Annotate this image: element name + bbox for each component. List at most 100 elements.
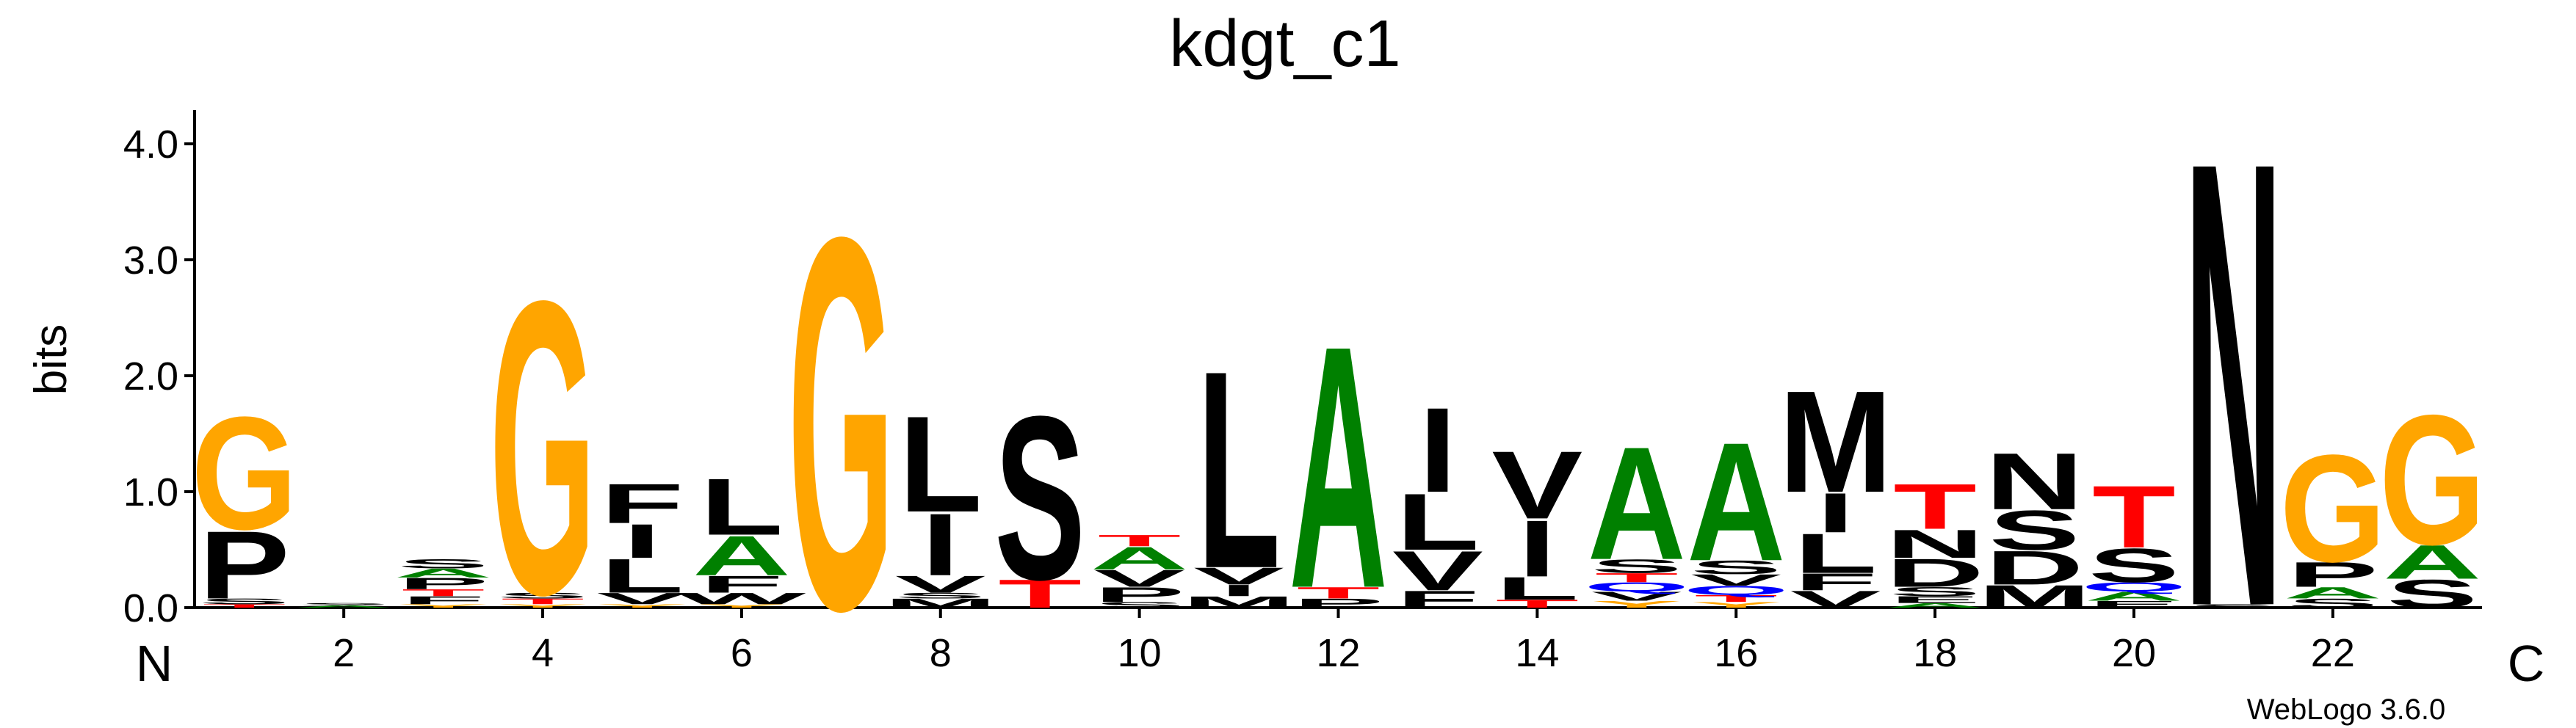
- logo-letter-a: A: [1588, 414, 1686, 594]
- logo-letter-e: E: [2088, 599, 2179, 610]
- logo-letter-a: A: [2085, 589, 2183, 604]
- x-tick-label: 16: [1714, 631, 1758, 675]
- logo-letter-p: P: [1293, 596, 1384, 611]
- logo-letter-a: A: [1687, 408, 1785, 597]
- logo-letter-i: I: [922, 495, 960, 594]
- logo-letter-p: P: [199, 512, 290, 619]
- logo-letter-s: S: [2387, 572, 2478, 616]
- logo-letter-s: S: [398, 556, 489, 571]
- logo-letter-g: G: [2280, 423, 2386, 594]
- logo-letter-g: G: [2379, 376, 2485, 583]
- logo-letter-s: S: [1591, 556, 1682, 577]
- x-tick-label: 22: [2311, 631, 2355, 675]
- logo-letter-y: Y: [1591, 599, 1682, 610]
- logo-letter-t: T: [998, 572, 1081, 616]
- logo-letter-v: V: [1491, 432, 1582, 539]
- logo-letter-v: V: [1591, 589, 1682, 604]
- logo-letter-q: Q: [1584, 580, 1690, 594]
- logo-letter-s: S: [2287, 596, 2378, 611]
- logo-letter-a: A: [1289, 273, 1387, 660]
- logo-letter-l: L: [700, 462, 783, 552]
- logo-letter-t: T: [1893, 470, 1976, 542]
- logo-letter-v: V: [1392, 539, 1483, 603]
- logo-letter-t: T: [501, 597, 584, 605]
- logo-letter-a: A: [2284, 584, 2382, 603]
- logo-letter-a: A: [294, 605, 393, 608]
- logo-letter-s: S: [2188, 603, 2279, 608]
- x-tick-label: 14: [1515, 631, 1559, 675]
- logo-letter-s: S: [994, 368, 1085, 628]
- logo-letter-v: V: [597, 590, 688, 608]
- logo-letter-y: Y: [497, 603, 588, 608]
- logo-letter-l: L: [601, 549, 684, 603]
- logo-letter-i: I: [1817, 481, 1855, 545]
- logo-letter-s: S: [199, 597, 290, 605]
- logo-letter-d: D: [1985, 541, 2083, 595]
- logo-letter-t: T: [1595, 570, 1678, 585]
- credit-label: WebLogo 3.6.0: [2247, 694, 2446, 726]
- logo-letter-p: P: [1094, 583, 1185, 607]
- logo-letter-i: I: [1519, 504, 1557, 594]
- logo-letter-s: S: [497, 591, 588, 600]
- logo-letter-t: T: [1695, 593, 1778, 604]
- logo-letter-v: V: [895, 571, 986, 598]
- logo-letter-e: E: [1889, 594, 1980, 605]
- logo-letter-g: G: [191, 384, 297, 564]
- x-tick-label: 12: [1316, 631, 1360, 675]
- logo-letter-m: M: [1779, 360, 1892, 523]
- logo-letter-g: G: [788, 127, 894, 721]
- y-tick-label: 4.0: [123, 123, 178, 167]
- logo-letter-i: I: [623, 514, 662, 569]
- logo-letter-m: M: [883, 596, 997, 611]
- x-tick-label: 20: [2112, 631, 2156, 675]
- logo-letter-s: S: [1989, 499, 2080, 562]
- x-tick-label: 2: [333, 631, 355, 675]
- logo-letter-s: S: [895, 591, 986, 600]
- y-tick-label: 3.0: [123, 239, 178, 283]
- logo-letter-p: P: [2287, 555, 2378, 594]
- x-tick-label: 8: [930, 631, 952, 675]
- logo-letter-s: S: [2088, 539, 2179, 593]
- logo-letter-v: V: [1790, 586, 1881, 613]
- logo-letter-t: T: [1098, 532, 1181, 550]
- logo-letter-l: L: [1197, 312, 1280, 627]
- logo-letter-p: P: [398, 575, 489, 593]
- logo-letter-a: A: [692, 525, 791, 588]
- logo-letter-m: M: [1182, 593, 1296, 611]
- logo-letter-g: G: [490, 214, 596, 681]
- logo-letter-v: V: [1094, 565, 1185, 592]
- logo-letter-a: A: [1090, 540, 1189, 576]
- logo-letter-a: A: [1886, 602, 1984, 609]
- logo-letter-n: N: [1985, 437, 2083, 526]
- x-tick-label: 10: [1118, 631, 1162, 675]
- y-axis: 0.0 1.0 2.0 3.0 4.0: [123, 110, 196, 630]
- logo-letter-v: V: [1690, 571, 1781, 589]
- logo-letter-a: A: [2383, 535, 2481, 589]
- x-axis: 2 4 6 8 10 12 14 16 18 20 22: [195, 606, 2482, 675]
- logo-letter-s: S: [1889, 584, 1980, 599]
- logo-letter-t: T: [203, 603, 286, 608]
- logo-letter-f: F: [402, 594, 485, 606]
- x-tick-label: 18: [1913, 631, 1957, 675]
- n-terminus-label: N: [136, 635, 173, 692]
- logo-letter-f: F: [601, 472, 684, 535]
- logo-letter-m: M: [1978, 578, 2091, 614]
- y-tick-label: 2.0: [123, 354, 178, 398]
- logo-letter-f: F: [1794, 569, 1877, 596]
- y-tick-label: 1.0: [123, 470, 178, 514]
- logo-letter-a: A: [394, 566, 493, 580]
- logo-letter-w: W: [677, 590, 806, 608]
- y-axis-label: bits: [26, 324, 76, 395]
- logo-letter-y: Y: [398, 603, 489, 608]
- x-tick-label: 6: [731, 631, 753, 675]
- logo-letter-n: N: [1886, 522, 1984, 567]
- logo-letter-q: Q: [1683, 583, 1789, 598]
- logo-letter-t: T: [1496, 597, 1579, 610]
- logo-letter-s: S: [1094, 600, 1185, 609]
- chart-title: kdgt_c1: [1169, 7, 1400, 81]
- logo-letter-l: L: [1794, 522, 1877, 585]
- logo-letter-t: T: [1297, 584, 1380, 603]
- logo-letter-i: I: [1220, 581, 1258, 600]
- logo-letter-y: Y: [1690, 600, 1781, 609]
